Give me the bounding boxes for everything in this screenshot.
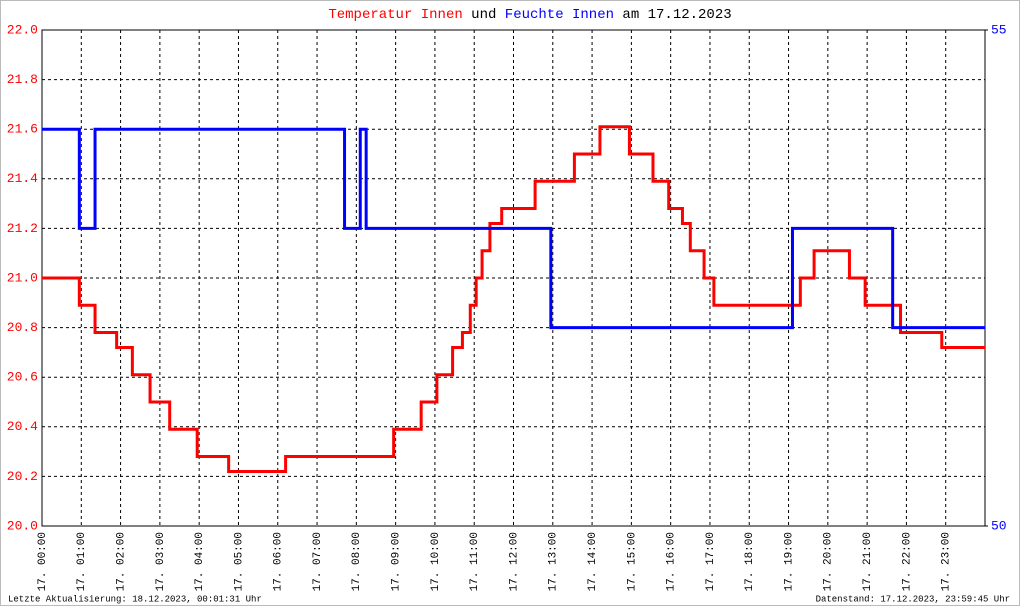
y-tick-label: 21.8 (7, 72, 38, 87)
series-line (42, 127, 985, 330)
x-tick-label: 17. 23:00 (941, 532, 953, 591)
x-tick-label: 17. 22:00 (901, 532, 913, 591)
y-tick-label: 21.4 (7, 171, 38, 186)
y2-tick-label: 55 (991, 22, 1007, 37)
y-tick-label: 20.4 (7, 419, 38, 434)
title-part: Feuchte Innen (505, 7, 614, 23)
y-tick-label: 22.0 (7, 22, 38, 37)
x-tick-label: 17. 10:00 (430, 532, 442, 591)
chart-title: Temperatur Innen und Feuchte Innen am 17… (328, 7, 731, 23)
x-tick-label: 17. 01:00 (76, 532, 88, 591)
x-tick-label: 17. 02:00 (115, 532, 127, 591)
y-tick-label: 21.6 (7, 122, 38, 137)
x-tick-label: 17. 06:00 (273, 532, 285, 591)
y-tick-label: 20.8 (7, 320, 38, 335)
x-tick-label: 17. 18:00 (744, 532, 756, 591)
x-tick-label: 17. 11:00 (469, 532, 481, 591)
x-tick-label: 17. 07:00 (312, 532, 324, 591)
title-part: am 17.12.2023 (622, 7, 731, 23)
footer-right: Datenstand: 17.12.2023, 23:59:45 Uhr (816, 594, 1010, 604)
x-tick-label: 17. 13:00 (548, 532, 560, 591)
y-tick-label: 20.2 (7, 469, 38, 484)
x-tick-label: 17. 12:00 (508, 532, 520, 591)
x-tick-label: 17. 15:00 (626, 532, 638, 591)
x-tick-label: 17. 16:00 (666, 532, 678, 591)
series-line (42, 125, 985, 473)
x-tick-label: 17. 20:00 (823, 532, 835, 591)
x-tick-label: 17. 04:00 (194, 532, 206, 591)
x-tick-label: 17. 08:00 (351, 532, 363, 591)
x-tick-label: 17. 21:00 (862, 532, 874, 591)
footer-left: Letzte Aktualisierung: 18.12.2023, 00:01… (8, 594, 262, 604)
x-tick-label: 17. 03:00 (155, 532, 167, 591)
y-tick-label: 21.0 (7, 270, 38, 285)
y-tick-label: 21.2 (7, 221, 38, 236)
x-tick-label: 17. 14:00 (587, 532, 599, 591)
x-tick-label: 17. 05:00 (233, 532, 245, 591)
title-part: und (471, 7, 496, 23)
title-part: Temperatur Innen (328, 7, 462, 23)
x-tick-label: 17. 19:00 (783, 532, 795, 591)
x-tick-label: 17. 17:00 (705, 532, 717, 591)
y-tick-label: 20.6 (7, 370, 38, 385)
x-tick-label: 17. 09:00 (391, 532, 403, 591)
y-tick-label: 20.0 (7, 518, 38, 533)
y2-tick-label: 50 (991, 518, 1007, 533)
x-tick-label: 17. 00:00 (37, 532, 49, 591)
